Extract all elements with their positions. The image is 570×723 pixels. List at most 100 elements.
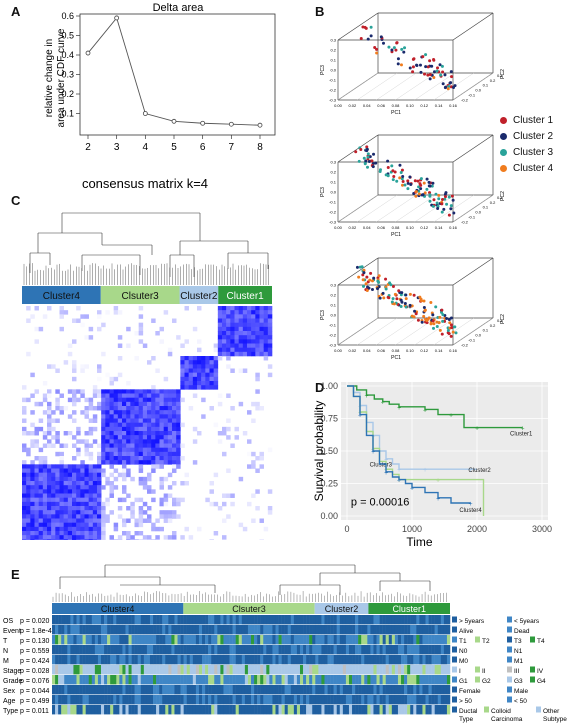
heatmap-cluster-bar [183,603,315,614]
consensus-cell [142,406,148,411]
heatmap-cell [88,685,93,695]
pca-point [423,309,427,313]
heatmap-cell [131,615,135,625]
pca-point [431,181,435,185]
consensus-cell [217,506,223,511]
pca-point [445,202,449,206]
consensus-cell [34,464,39,469]
heatmap-cell [281,625,285,635]
consensus-cell [22,518,27,523]
consensus-cell [55,431,60,436]
heatmap-cell [425,655,429,665]
heatmap-cell [318,655,322,665]
heatmap-cell [229,695,233,705]
consensus-cell [134,518,139,523]
heatmap-legend-label: N1 [514,648,523,655]
consensus-cell [151,389,156,394]
pca-z-tick: -0.1 [468,214,476,219]
consensus-cell [163,443,169,448]
survival-censor-mark: + [468,501,472,508]
heatmap-cell [107,615,111,625]
pca-point [432,76,436,80]
consensus-cell [72,339,77,344]
consensus-cell [84,522,89,528]
heatmap-cell [434,615,439,625]
heatmap-cell [281,615,285,625]
consensus-cell [259,322,264,328]
heatmap-cell [290,675,295,685]
heatmap-cell [247,685,252,695]
heatmap-cell [364,615,368,625]
heatmap-cell [413,645,417,655]
consensus-cell [51,493,56,498]
heatmap-legend-label: Other [543,708,560,715]
pca-point [365,147,369,151]
survival-censor-mark: + [384,470,388,477]
heatmap-cell [82,685,86,695]
consensus-cell [151,456,156,461]
delta-y-tick-label: 0.4 [61,50,74,60]
consensus-cell [209,385,214,390]
pca-point [375,51,379,55]
heatmap-cell [61,625,65,635]
survival-y-tick: 0.25 [320,479,338,489]
heatmap-cell [391,675,396,685]
heatmap-cell [52,705,56,715]
heatmap-cell [306,635,310,645]
heatmap-cell [88,635,93,645]
pca-point [406,179,410,183]
consensus-cell [230,443,235,448]
consensus-cell [180,422,185,428]
consensus-cell [92,406,98,411]
consensus-cell [67,493,73,498]
consensus-cell [159,447,164,453]
pca-point [406,181,410,185]
pca-point [372,276,376,280]
heatmap-cell [226,655,230,665]
pca-point [386,295,390,299]
consensus-cell [122,414,127,419]
heatmap-cell [177,615,181,625]
heatmap-cell [238,665,243,675]
heatmap-cell [391,655,396,665]
heatmap-cell [76,645,80,655]
heatmap-cell [205,675,209,685]
consensus-cell [101,422,106,428]
consensus-cell [101,456,106,461]
heatmap-cell [333,705,337,715]
heatmap-cell [303,655,307,665]
survival-x-label: Time [406,535,433,549]
heatmap-cell [443,655,448,665]
consensus-cell [197,431,202,436]
consensus-cell [222,318,227,323]
heatmap-cell [162,705,166,715]
heatmap-cell [177,625,181,635]
pca-x-tick: 0.14 [435,348,444,353]
heatmap-cell [122,655,126,665]
pca-point [368,155,372,159]
consensus-cell [42,481,48,486]
heatmap-cell [116,615,120,625]
heatmap-cell [327,655,331,665]
heatmap-cell [318,675,322,685]
heatmap-cell [235,615,240,625]
heatmap-cell [287,645,292,655]
pca-point [384,287,388,291]
consensus-cell [251,464,256,469]
heatmap-cell [428,645,432,655]
heatmap-cell [397,685,402,695]
consensus-cell [126,443,131,448]
heatmap-cell [419,705,423,715]
consensus-cell [34,468,39,473]
heatmap-cell [339,705,344,715]
heatmap-cell [254,675,258,685]
consensus-cell [213,360,219,365]
heatmap-cell [232,645,236,655]
heatmap-cell [416,635,420,645]
consensus-cell [76,518,81,523]
consensus-cell [159,526,164,532]
consensus-cell [226,418,231,423]
heatmap-cell [309,675,313,685]
heatmap-cell [339,675,344,685]
pca-point [400,291,404,295]
